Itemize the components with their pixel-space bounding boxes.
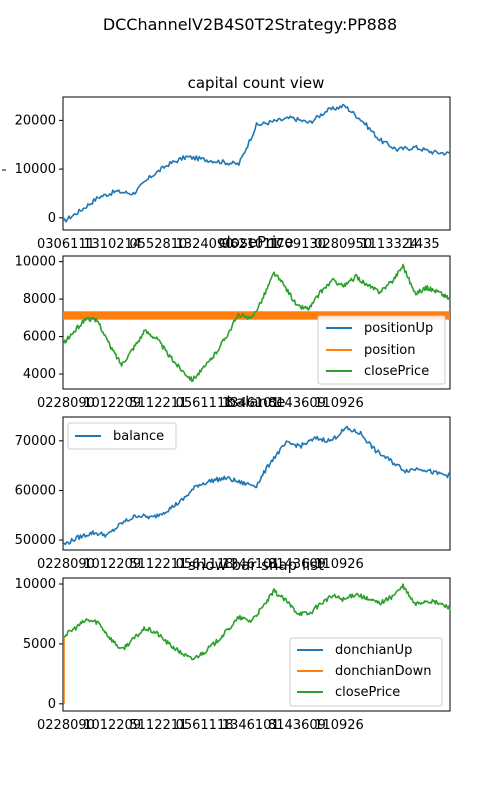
ytick-label: 4000 xyxy=(23,367,56,382)
xtick-label: 110926 xyxy=(314,718,364,733)
series-closePrice xyxy=(62,263,451,383)
series-capital xyxy=(62,103,451,223)
legend-label-donchianDown: donchianDown xyxy=(335,664,431,679)
xtick-label: 0552810 xyxy=(129,237,187,252)
panel-balance-xticks: 0228090101220951122110561118134610181436… xyxy=(37,557,364,572)
ytick-label: 50000 xyxy=(15,533,56,548)
panel-bar-snap-axes xyxy=(62,577,451,712)
xtick-label: 110926 xyxy=(314,557,364,572)
xtick-label: 1012209 xyxy=(83,718,141,733)
panel-closeprice-title: closePrice xyxy=(218,233,293,251)
panel-capital-series xyxy=(62,103,451,223)
panel-capital-yticks: 0 10000 20000 xyxy=(15,113,63,226)
panel-bar-snap-legend: donchianUp donchianDown closePrice xyxy=(289,637,443,707)
xtick-label: 110926 xyxy=(314,396,364,411)
xtick-label: 0228090 xyxy=(37,718,95,733)
panel-closeprice-axes xyxy=(62,255,451,390)
xtick-label: 9621011 xyxy=(222,237,280,252)
panel-closeprice-legend: positionUp position closePrice xyxy=(317,315,446,385)
xtick-label: 1324090 xyxy=(176,237,234,252)
ytick-label: 6000 xyxy=(23,330,56,345)
xtick-label: 1346101 xyxy=(222,557,280,572)
panel-balance-title: balance xyxy=(226,393,285,411)
ytick-label: 8000 xyxy=(23,292,56,307)
xtick-label: 8143609 xyxy=(268,557,326,572)
panel-balance-yticks: 50000 60000 70000 xyxy=(15,434,63,548)
ytick-label: 70000 xyxy=(15,434,56,449)
xtick-label: 0306111 xyxy=(37,237,95,252)
ytick-label: 5000 xyxy=(23,637,56,652)
legend-label-closePrice: closePrice xyxy=(364,364,429,379)
legend-label-balance: balance xyxy=(113,429,164,444)
xtick-label: 0228090 xyxy=(37,557,95,572)
xtick-label: 0280950 xyxy=(314,237,372,252)
series-position-band xyxy=(63,311,450,320)
series-balance xyxy=(62,425,451,547)
panel-closeprice-series xyxy=(62,263,451,383)
xtick-label: 8143609 xyxy=(268,396,326,411)
xtick-label: 5112211 xyxy=(129,396,187,411)
panel-bar-snap-xticks: 0228090101220951122110561118134610181436… xyxy=(37,718,364,733)
panel-bar-snap-series xyxy=(62,583,451,704)
xtick-label: 5112211 xyxy=(129,557,187,572)
figure-suptitle: DCChannelV2B4S0T2Strategy:PP888 xyxy=(103,15,397,34)
ytick-label: 10000 xyxy=(15,577,56,592)
ytick-label: 10000 xyxy=(15,162,56,177)
xtick-label: 0561118 xyxy=(176,718,234,733)
xtick-label: 1113324 xyxy=(360,237,418,252)
ytick-label: 0 xyxy=(48,697,56,712)
ytick-label: 60000 xyxy=(15,483,56,498)
ytick-label: 10000 xyxy=(15,255,56,270)
legend-label-donchianUp: donchianUp xyxy=(335,643,412,658)
xtick-label: 8143609 xyxy=(268,718,326,733)
xtick-label: 1709130 xyxy=(268,237,326,252)
xtick-label: 1435 xyxy=(407,237,440,252)
panel-capital-axes xyxy=(62,96,451,231)
xtick-label: 0561118 xyxy=(176,557,234,572)
ytick-label: 20000 xyxy=(15,113,56,128)
legend-label-positionUp: positionUp xyxy=(364,321,433,336)
series-closePrice xyxy=(62,583,451,661)
panel-closeprice-xticks: 0228090101220951122110561118134610181436… xyxy=(37,396,364,411)
panel-closeprice: closePrice 4000 6000 8000 10000 02280901012… xyxy=(15,233,451,411)
xtick-label: 1012209 xyxy=(83,557,141,572)
panel-balance-legend: balance xyxy=(67,422,177,450)
xtick-label: 1346101 xyxy=(222,718,280,733)
panel-bar-snap-yticks: 0 5000 10000 xyxy=(15,577,63,712)
xtick-label: 0561118 xyxy=(176,396,234,411)
xtick-label: 1012209 xyxy=(83,396,141,411)
xtick-label: 5112211 xyxy=(129,718,187,733)
panel-capital-title: capital count view xyxy=(188,74,325,92)
xtick-label: 1310214 xyxy=(83,237,141,252)
panel-bar-snap-title: show bar snap list xyxy=(188,556,324,574)
panel-capital-xticks: 0306111131021405528101324090962101117091… xyxy=(37,237,440,252)
legend-label-closePrice-2: closePrice xyxy=(335,685,400,700)
panel-balance-axes xyxy=(62,416,451,551)
panel-closeprice-yticks: 4000 6000 8000 10000 xyxy=(15,255,63,382)
ytick-label: 0 xyxy=(48,211,56,226)
xtick-label: 0228090 xyxy=(37,396,95,411)
panel-balance-series xyxy=(62,425,451,547)
legend-label-position: position xyxy=(364,343,416,358)
xtick-label: 1346101 xyxy=(222,396,280,411)
